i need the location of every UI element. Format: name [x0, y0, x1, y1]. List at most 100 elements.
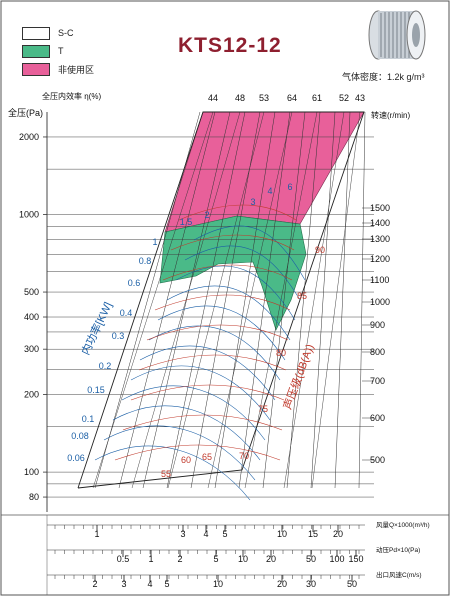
efficiency-tick-label: 61: [312, 93, 322, 103]
power-tick-label: 6: [287, 182, 292, 192]
speed-axis-label: 转速(r/min): [371, 110, 410, 120]
y-tick-label: 500: [24, 287, 39, 297]
noise-tick-label: 90: [315, 245, 325, 255]
bottom-scale-tick-label: 3: [180, 529, 185, 539]
legend-label-unused: 非使用区: [58, 64, 95, 75]
power-curve: [121, 385, 266, 441]
bottom-scale-tick-label: 150: [348, 554, 363, 564]
legend-label-sc: S-C: [58, 28, 74, 38]
power-curve: [148, 325, 281, 381]
legend-item-unused: 非使用区: [22, 60, 94, 78]
noise-curve: [154, 294, 291, 311]
power-curve: [94, 445, 251, 501]
legend-item-sc: S-C: [22, 24, 94, 42]
y-tick-label: 1000: [19, 210, 39, 220]
noise-curve: [178, 204, 297, 221]
legend-label-t: T: [58, 46, 64, 56]
bottom-scale-tick-label: 100: [329, 554, 344, 564]
density-note: 气体密度：1.2k g/m³: [342, 72, 425, 82]
power-tick-label: 0.08: [71, 431, 89, 441]
power-tick-label: 0.6: [128, 278, 141, 288]
bottom-scale-tick-label: 4: [203, 529, 208, 539]
bottom-scale-tick-label: 10: [238, 554, 248, 564]
speed-tick-label: 900: [370, 320, 385, 330]
efficiency-tick-label: 52: [339, 93, 349, 103]
noise-tick-label: 55: [161, 469, 171, 479]
bottom-scale-tick-label: 0.5: [117, 554, 130, 564]
noise-curve: [162, 264, 293, 281]
y-tick-label: 100: [24, 467, 39, 477]
speed-tick-label: 1400: [370, 218, 390, 228]
noise-tick-label: 75: [258, 404, 268, 414]
power-axis-label: 内功率[KW]: [78, 300, 115, 357]
fan-wheel-icon: [368, 10, 426, 60]
grid-line-oblique: [166, 111, 246, 489]
bottom-scale-tick-label: 20: [333, 529, 343, 539]
chart-title: KTS12-12: [178, 34, 282, 57]
noise-curve: [138, 354, 287, 371]
power-curve: [175, 265, 296, 321]
power-tick-label: 0.4: [120, 308, 133, 318]
bottom-scale-tick-label: 4: [147, 579, 152, 589]
speed-tick-label: 1500: [370, 203, 390, 213]
power-tick-label: 0.15: [87, 385, 105, 395]
power-curve: [166, 285, 291, 341]
bottom-scale-tick-label: 1: [148, 554, 153, 564]
speed-tick-label: 1300: [370, 234, 390, 244]
efficiency-tick-label: 64: [287, 93, 297, 103]
noise-tick-label: 65: [202, 452, 212, 462]
grid-line-efficiency: [207, 111, 293, 489]
y-tick-label: 200: [24, 390, 39, 400]
bottom-scale-tick-label: 50: [306, 554, 316, 564]
bottom-scale-tick-label: 30: [306, 579, 316, 589]
power-tick-label: 1: [152, 237, 157, 247]
grid-line-oblique: [334, 111, 351, 489]
speed-tick-label: 600: [370, 413, 385, 423]
grid-line-efficiency: [92, 111, 214, 489]
speed-tick-label: 800: [370, 347, 385, 357]
power-curve: [193, 225, 306, 281]
legend: S-C T 非使用区: [22, 24, 94, 78]
power-curve: [103, 425, 256, 481]
y-tick-label: 2000: [19, 132, 39, 142]
bottom-scale-tick-label: 5: [164, 579, 169, 589]
y-tick-label: 300: [24, 344, 39, 354]
efficiency-tick-label: 53: [259, 93, 269, 103]
bottom-scale-tick-label: 10: [277, 529, 287, 539]
power-tick-label: 3: [250, 197, 255, 207]
bottom-scale-label: 动压Pd×10(Pa): [376, 546, 420, 554]
bottom-scale-tick-label: 2: [177, 554, 182, 564]
grid-line-oblique: [190, 111, 261, 489]
legend-swatch-t: [22, 44, 50, 58]
efficiency-tick-label: 43: [355, 93, 365, 103]
speed-tick-label: 500: [370, 455, 385, 465]
power-curve: [139, 345, 276, 401]
bottom-scale-tick-label: 50: [347, 579, 357, 589]
noise-curve: [146, 324, 289, 341]
bottom-scale-tick-label: 20: [277, 579, 287, 589]
grid-line-efficiency: [283, 111, 345, 489]
power-curve: [157, 305, 286, 361]
legend-swatch-unused: [22, 62, 50, 76]
bottom-scale-label: 风量Q×1000(m³/h): [376, 521, 430, 529]
y-axis-label: 全压(Pa): [8, 107, 43, 118]
bottom-scale-tick-label: 5: [213, 554, 218, 564]
grid-line-oblique: [310, 111, 336, 489]
grid-line-efficiency: [167, 111, 265, 489]
legend-swatch-sc: [22, 26, 50, 40]
speed-tick-label: 700: [370, 376, 385, 386]
power-tick-label: 1.5: [180, 217, 193, 227]
efficiency-axis-label: 全压内效率 η(%): [42, 91, 101, 101]
bottom-scale-tick-label: 1: [94, 529, 99, 539]
power-tick-label: 2: [204, 210, 209, 220]
bottom-scale-tick-label: 3: [121, 579, 126, 589]
grid-line-oblique: [358, 111, 366, 489]
power-tick-label: 4: [267, 186, 272, 196]
power-curve: [184, 245, 301, 301]
noise-curve: [130, 384, 285, 401]
power-tick-label: 0.06: [67, 453, 85, 463]
noise-curve: [170, 234, 295, 251]
